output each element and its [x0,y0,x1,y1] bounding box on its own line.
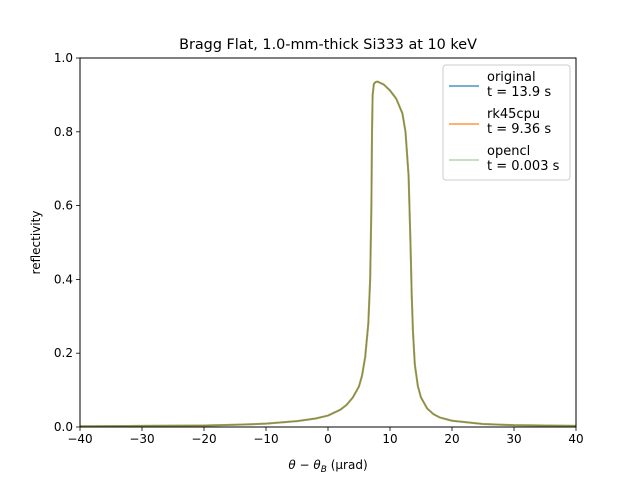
legend-box [442,64,571,181]
legend-label-opencl: opencl [487,144,530,159]
legend: original t = 13.9 s rk45cpu t = 9.36 s o… [442,64,571,181]
x-tick-label: 30 [506,432,521,446]
legend-time-opencl: t = 0.003 s [487,159,560,174]
legend-label-original: original [487,70,536,85]
x-axis-label-prefix: θ − θ [288,458,321,472]
y-axis-label: reflectivity [29,211,43,275]
x-tick-label: 0 [324,432,332,446]
x-axis-label-subscript: B [321,465,327,475]
x-tick-label: −10 [253,432,278,446]
x-tick-label: −20 [191,432,216,446]
y-tick-label: 0.2 [54,346,73,360]
x-axis-label: θ − θB (µrad) [288,458,367,475]
x-tick-label: −30 [129,432,154,446]
legend-time-rk45cpu: t = 9.36 s [487,122,551,137]
y-tick-label: 0.8 [54,125,73,139]
x-axis-label-suffix: (µrad) [327,458,368,472]
series-line-opencl [79,81,577,427]
legend-time-original: t = 13.9 s [487,85,551,100]
chart-title: Bragg Flat, 1.0-mm-thick Si333 at 10 keV [179,37,477,53]
y-tick-label: 0.4 [54,272,73,286]
y-tick-label: 0.6 [54,199,73,213]
x-tick-label: 20 [444,432,459,446]
y-axis-ticks: 0.0 0.2 0.4 0.6 0.8 1.0 [54,51,80,434]
y-tick-label: 1.0 [54,51,73,65]
legend-label-rk45cpu: rk45cpu [487,107,540,122]
x-tick-label: 40 [568,432,583,446]
x-tick-label: −40 [67,432,92,446]
axes-frame [79,57,577,428]
plot-area [79,80,577,428]
x-tick-label: 10 [382,432,397,446]
y-tick-label: 0.0 [54,420,73,434]
x-axis-ticks: −40 −30 −20 −10 0 10 20 30 40 [67,427,584,446]
